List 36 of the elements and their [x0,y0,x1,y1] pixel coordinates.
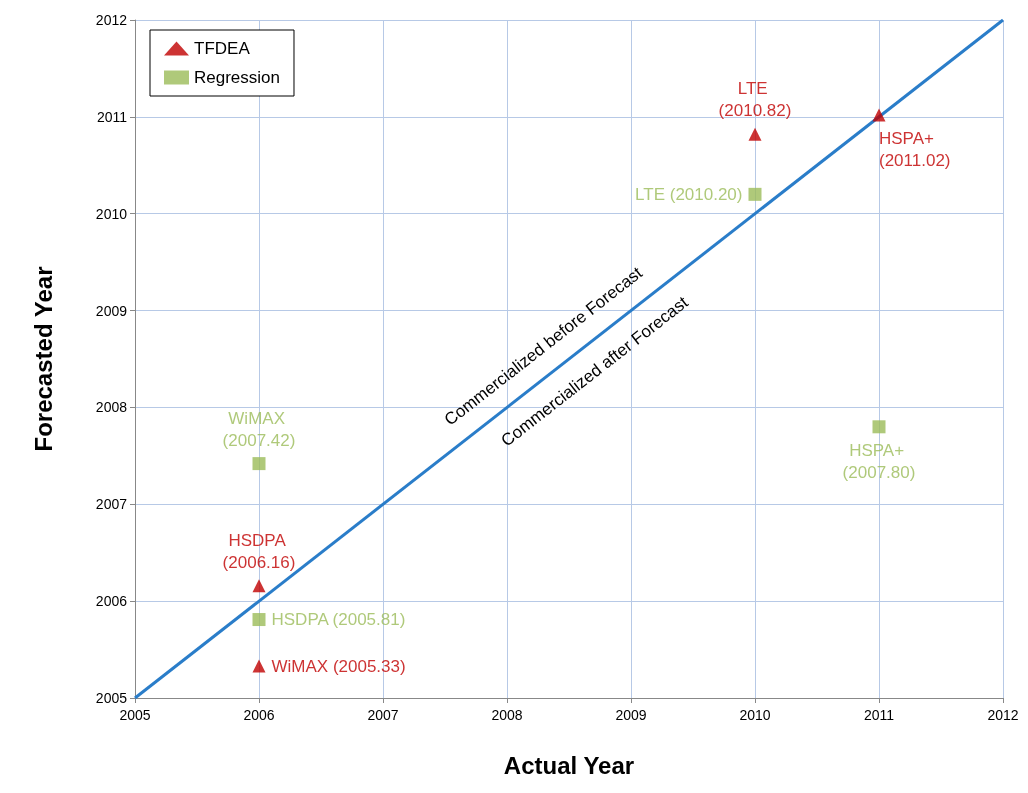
y-tick-label: 2005 [95,690,128,706]
data-label: WiMAX (2005.33) [271,656,406,676]
point [252,579,266,593]
x-axis-title: Actual Year [503,751,635,779]
point [252,659,266,673]
y-tick-label: 2012 [95,12,128,28]
x-tick-label: 2007 [367,707,399,723]
y-tick-label: 2008 [95,399,128,416]
x-tick-label: 2008 [491,707,523,723]
x-tick-label: 2011 [863,707,895,723]
point [748,127,762,141]
legend-label: Regression [194,68,280,87]
y-tick-label: 2007 [95,496,128,513]
legend-label: TFDEA [194,39,251,58]
x-tick-label: 2012 [987,707,1019,723]
point [872,420,886,434]
data-label: HSDPA (2006.16) [222,530,296,572]
data-label: WiMAX (2007.42) [222,408,296,450]
x-tick-label: 2010 [739,707,771,723]
point [252,457,266,471]
data-label: HSDPA (2005.81) [271,610,406,630]
y-axis-title: Forecasted Year [29,266,57,452]
data-label: LTE (2010.82) [718,79,792,121]
data-label: HSPA+ (2007.80) [842,440,916,482]
point [872,108,886,122]
data-label: HSPA+ (2011.02) [879,128,951,170]
data-label: LTE (2010.20) [635,184,743,204]
x-tick-label: 2009 [615,707,647,723]
point [252,613,266,627]
y-tick-label: 2006 [95,593,128,610]
y-tick-label: 2010 [95,205,128,222]
y-tick-label: 2011 [96,108,128,125]
point [748,187,762,201]
x-tick-label: 2006 [243,707,275,723]
y-tick-label: 2009 [95,302,128,319]
x-tick-label: 2005 [119,707,151,723]
